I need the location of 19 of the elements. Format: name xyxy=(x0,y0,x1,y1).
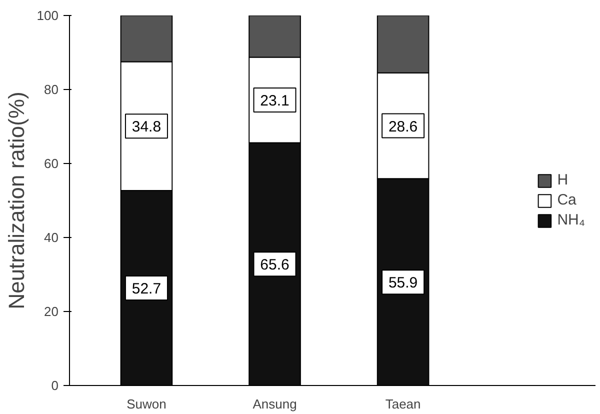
data-label: 28.6 xyxy=(388,118,418,136)
data-label: 55.9 xyxy=(388,274,418,292)
y-tick-label: 100 xyxy=(36,8,59,23)
y-axis-title: Neutralization ratio(%) xyxy=(4,92,29,310)
legend-label: H xyxy=(557,172,570,188)
data-label: 52.7 xyxy=(132,280,162,298)
x-tick-label: Suwon xyxy=(126,396,166,412)
y-tick-label: 80 xyxy=(44,82,59,97)
x-tick-label: Ansung xyxy=(252,396,297,412)
y-tick-label: 40 xyxy=(44,230,59,245)
x-tick-label: Taean xyxy=(385,396,421,412)
data-label: 65.6 xyxy=(260,256,290,274)
legend-label: Ca xyxy=(557,192,578,208)
y-tick-label: 60 xyxy=(44,156,59,171)
data-label: 23.1 xyxy=(260,92,290,110)
data-label: 34.8 xyxy=(132,118,162,136)
y-tick-label: 20 xyxy=(44,304,59,319)
y-tick-label: 0 xyxy=(51,378,59,393)
legend-label: NH₄ xyxy=(557,212,585,228)
